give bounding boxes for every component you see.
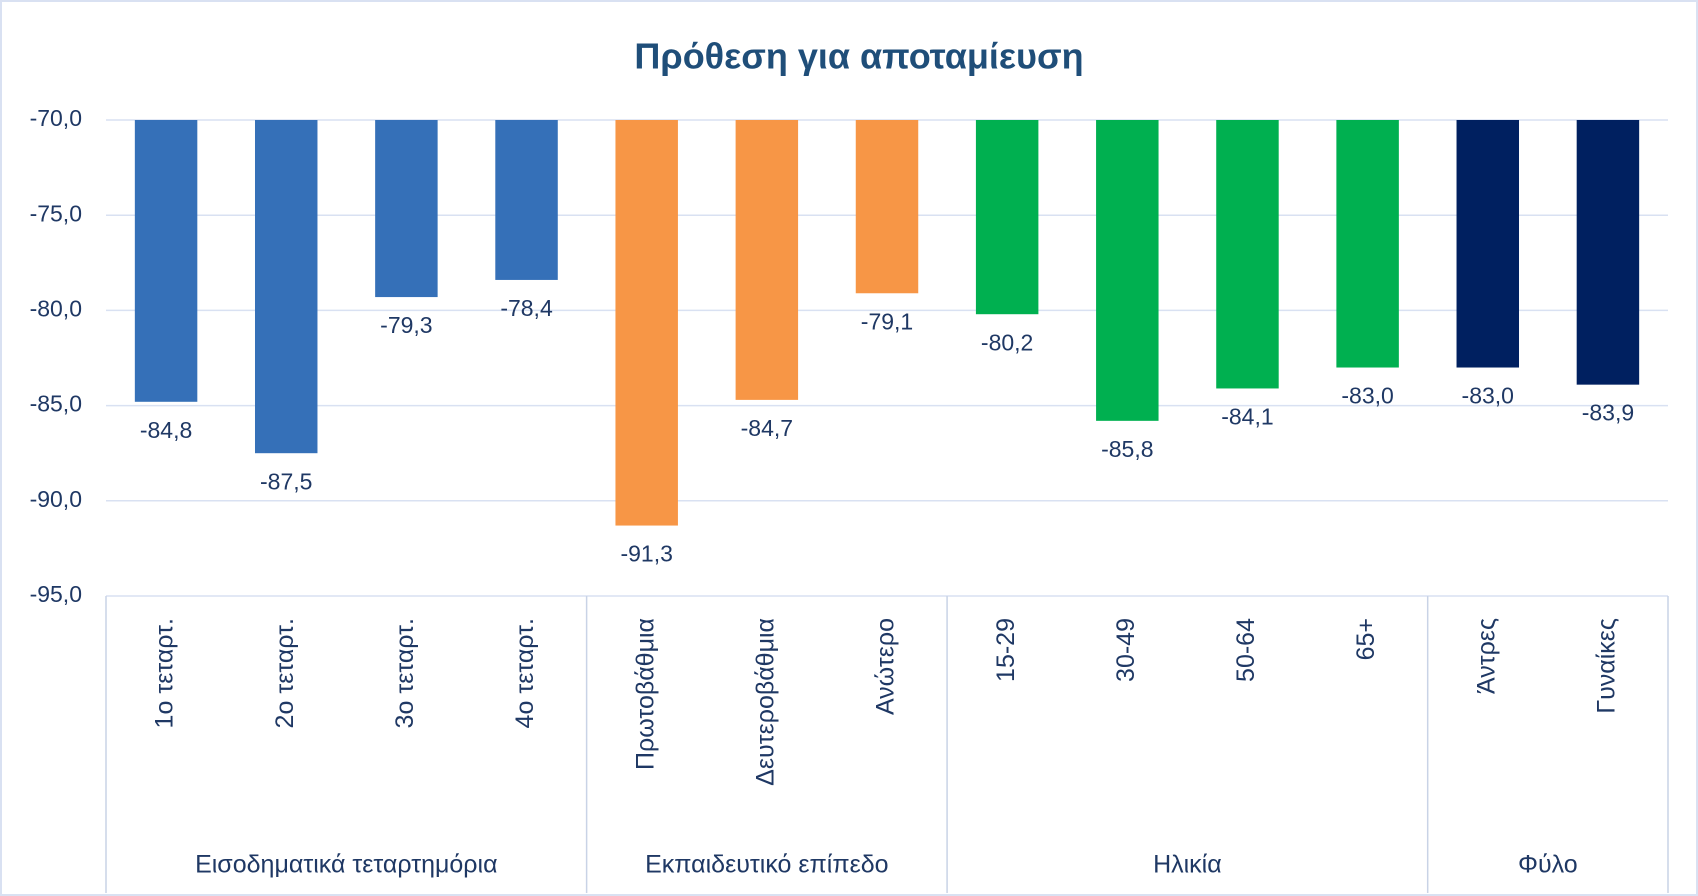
bar — [1216, 120, 1279, 389]
data-label: -79,3 — [380, 312, 432, 338]
x-tick-label: 30-49 — [1112, 618, 1140, 682]
bar — [615, 120, 678, 526]
x-tick-label: 3ο τεταρτ. — [391, 618, 419, 728]
group-label: Φύλο — [1518, 851, 1578, 879]
data-label: -83,0 — [1462, 383, 1514, 409]
x-tick-label: 65+ — [1352, 618, 1380, 660]
x-tick-label: Πρωτοβάθμια — [631, 618, 659, 770]
group-label: Εισοδηματικά τεταρτημόρια — [195, 851, 497, 879]
bar — [975, 120, 1039, 315]
data-label: -84,8 — [140, 417, 192, 443]
bar — [1336, 120, 1399, 368]
y-tick-label: -90,0 — [30, 486, 82, 512]
chart-title: Πρόθεση για αποταμίευση — [634, 36, 1083, 77]
bar — [735, 120, 799, 400]
x-tick-label: Δευτεροβάθμια — [751, 618, 779, 786]
group-label: Εκπαιδευτικό επίπεδο — [645, 851, 888, 879]
data-label: -87,5 — [260, 468, 312, 494]
data-label: -85,8 — [1101, 436, 1153, 462]
bar — [1576, 120, 1640, 385]
data-label: -80,2 — [981, 329, 1033, 355]
x-tick-label: 1ο τεταρτ. — [151, 618, 179, 728]
data-label: -84,7 — [741, 415, 793, 441]
data-label: -79,1 — [861, 308, 913, 334]
y-tick-label: -85,0 — [30, 391, 82, 417]
x-tick-label: 15-29 — [992, 618, 1020, 682]
bar — [375, 120, 438, 298]
y-tick-label: -80,0 — [30, 295, 82, 321]
data-label: -78,4 — [500, 295, 553, 321]
bar — [1096, 120, 1159, 421]
bar — [1456, 120, 1520, 368]
x-tick-label: Γυναίκες — [1593, 618, 1621, 714]
data-label: -84,1 — [1221, 404, 1273, 430]
x-tick-label: Άντρες — [1472, 618, 1500, 694]
x-tick-label: Ανώτερο — [872, 618, 900, 715]
x-tick-label: 4ο τεταρτ. — [511, 618, 539, 728]
bar — [855, 120, 919, 294]
bar — [134, 120, 198, 402]
y-tick-label: -95,0 — [30, 581, 82, 607]
bar — [495, 120, 558, 280]
y-tick-label: -70,0 — [30, 105, 82, 131]
x-tick-label: 2ο τεταρτ. — [271, 618, 299, 728]
data-label: -83,9 — [1582, 400, 1634, 426]
data-label: -83,0 — [1341, 383, 1393, 409]
y-tick-label: -75,0 — [30, 200, 82, 226]
data-label: -91,3 — [620, 541, 672, 567]
group-label: Ηλικία — [1153, 851, 1222, 879]
bar — [254, 120, 318, 454]
x-tick-label: 50-64 — [1232, 618, 1260, 682]
